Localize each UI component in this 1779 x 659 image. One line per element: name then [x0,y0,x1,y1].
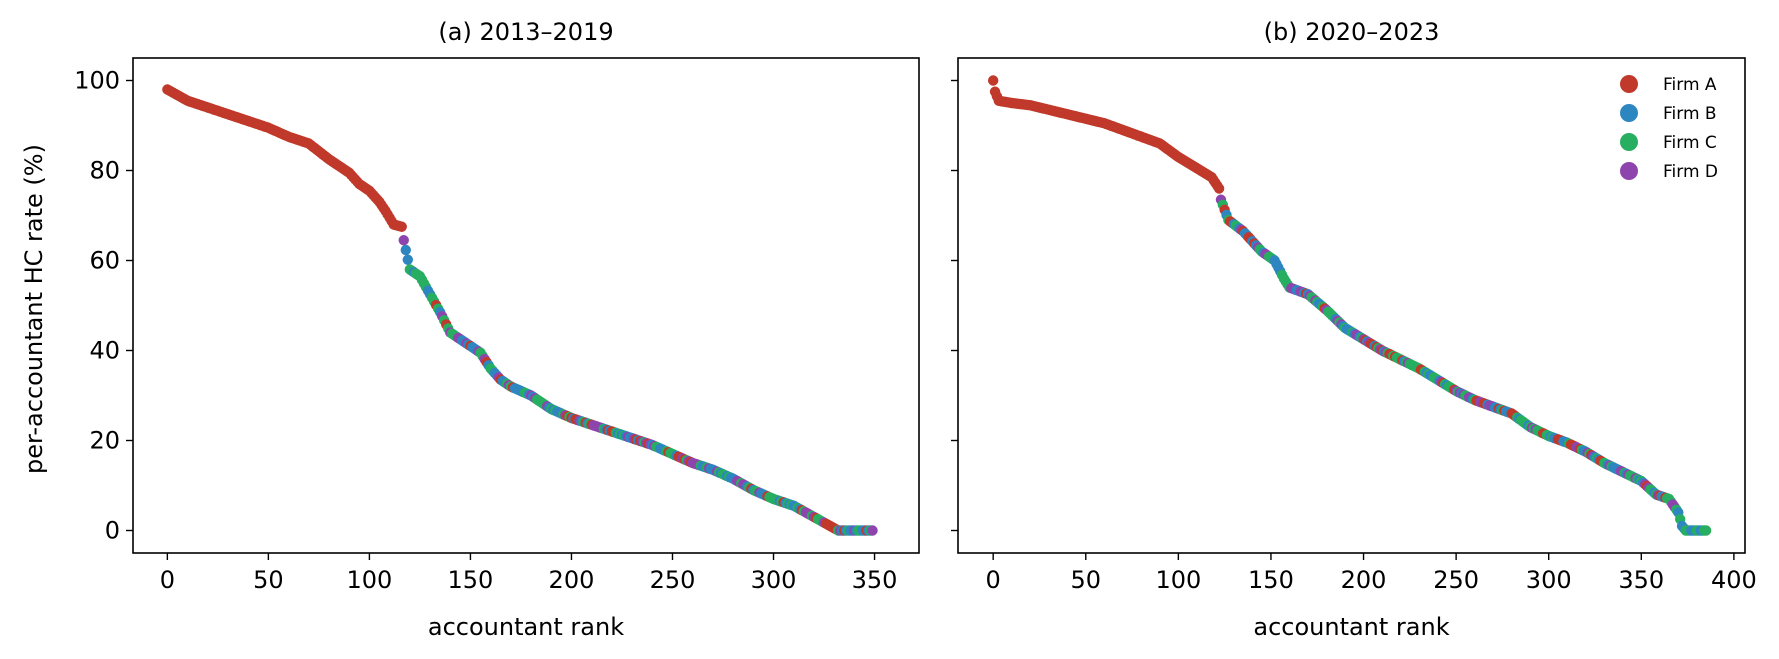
x-tick-label: 150 [1248,566,1294,594]
x-axis-label: accountant rank [1253,613,1449,641]
data-point [1700,525,1712,536]
x-tick-label: 50 [253,566,284,594]
y-tick-label: 100 [74,67,120,95]
legend-marker [1620,104,1638,122]
x-tick-label: 100 [346,566,392,594]
legend: Firm A Firm B Firm C Firm D [1620,75,1718,182]
legend-label: Firm D [1663,162,1718,182]
data-point [396,221,407,232]
x-tick-label: 300 [1526,566,1572,594]
data-point [987,75,999,86]
panel-title: (a) 2013–2019 [438,18,613,46]
data-point [402,254,413,265]
x-tick-label: 0 [160,566,175,594]
x-tick-label: 250 [650,566,696,594]
x-tick-label: 0 [986,566,1001,594]
x-tick-label: 200 [1341,566,1387,594]
x-tick-label: 350 [852,566,898,594]
data-points [987,75,1712,536]
data-point [867,525,878,536]
x-axis-label: accountant rank [428,613,624,641]
x-tick-label: 200 [549,566,595,594]
panel-title: (b) 2020–2023 [1264,18,1440,46]
data-points [162,84,878,536]
axes-frame [957,57,1746,554]
x-tick-label: 350 [1618,566,1664,594]
x-tick-label: 400 [1711,566,1757,594]
y-tick-label: 80 [89,157,120,185]
legend-label: Firm A [1663,75,1717,95]
panel-b: (b) 2020–2023 0 50 100 150 200 250 300 350 400 acc… [951,18,1757,641]
y-tick-label: 20 [89,427,120,455]
x-tick-label: 100 [1155,566,1201,594]
x-tick-label: 300 [751,566,797,594]
x-tick-label: 250 [1433,566,1479,594]
data-point [1213,183,1225,194]
axes-frame [132,57,920,554]
legend-marker [1620,133,1638,151]
panel-a: (a) 2013–2019 0 50 100 150 200 250 300 350 0 20 40 6… [74,18,920,641]
y-tick-label: 60 [89,247,120,275]
data-point [400,244,411,256]
y-axis-label: per-accountant HC rate (%) [20,144,48,474]
y-tick-label: 0 [105,517,120,545]
data-point [398,235,409,246]
legend-label: Firm B [1663,104,1717,124]
legend-marker [1620,75,1638,93]
legend-label: Firm C [1663,133,1717,153]
legend-marker [1620,162,1638,180]
y-tick-label: 40 [89,337,120,365]
x-tick-label: 150 [448,566,494,594]
x-tick-label: 50 [1070,566,1101,594]
